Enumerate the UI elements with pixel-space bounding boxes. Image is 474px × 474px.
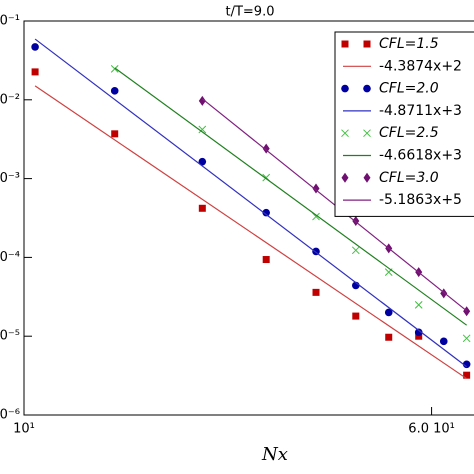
- point: [414, 300, 423, 309]
- legend-marker: [363, 84, 371, 93]
- point: [262, 208, 270, 217]
- y-tick-label: 10⁻⁵: [0, 329, 20, 344]
- point: [463, 371, 471, 379]
- fit-line: [34, 85, 467, 380]
- legend-label: -5.1863x+5: [379, 192, 462, 208]
- point: [312, 212, 320, 221]
- x-axis-label: Nx: [261, 444, 288, 465]
- x-tick-label: 6.0 10¹: [408, 422, 455, 437]
- point: [384, 308, 393, 317]
- point: [462, 360, 471, 369]
- point: [351, 246, 360, 255]
- point: [110, 65, 119, 73]
- legend-label: CFL=2.0: [379, 81, 439, 97]
- plot-frame: [23, 20, 474, 416]
- legend-label: -4.3874x+2: [379, 58, 462, 74]
- fit-line: [34, 38, 468, 368]
- legend-label: CFL=3.0: [379, 170, 439, 186]
- legend-label: -4.6618x+3: [379, 148, 462, 164]
- legend-marker: [341, 84, 349, 93]
- legend-marker: [341, 172, 349, 183]
- y-tick-label: 10⁻⁴: [0, 250, 20, 265]
- legend-marker: [363, 129, 371, 138]
- legend-label: -4.8711x+3: [379, 103, 462, 119]
- legend-marker: [341, 129, 349, 138]
- legend-box: [334, 31, 474, 217]
- y-tick-label: 10⁻⁶: [0, 408, 20, 423]
- point: [415, 332, 423, 340]
- legend-marker: [363, 172, 371, 183]
- point: [352, 312, 360, 320]
- point: [463, 306, 471, 317]
- point: [262, 256, 270, 264]
- point: [198, 95, 206, 106]
- chart-title: t/T=9.0: [226, 5, 275, 20]
- legend-marker: [341, 40, 349, 48]
- fit-line: [114, 67, 468, 326]
- point: [31, 43, 39, 51]
- point: [198, 125, 207, 134]
- y-tick-label: 10⁻¹: [0, 14, 20, 29]
- point: [414, 328, 423, 337]
- point: [312, 288, 320, 296]
- point: [110, 87, 119, 95]
- point: [31, 68, 39, 76]
- fit-line: [201, 98, 468, 312]
- x-tick-label: 10¹: [13, 422, 35, 437]
- point: [462, 334, 471, 343]
- point: [198, 204, 206, 212]
- point: [198, 157, 207, 166]
- y-tick-label: 10⁻²: [0, 92, 20, 107]
- point: [385, 333, 393, 341]
- legend-label: CFL=1.5: [379, 36, 439, 52]
- legend-label: CFL=2.5: [379, 125, 439, 141]
- y-tick-label: 10⁻³: [0, 171, 20, 186]
- legend-marker: [363, 40, 371, 48]
- point: [439, 337, 448, 346]
- point: [111, 130, 119, 138]
